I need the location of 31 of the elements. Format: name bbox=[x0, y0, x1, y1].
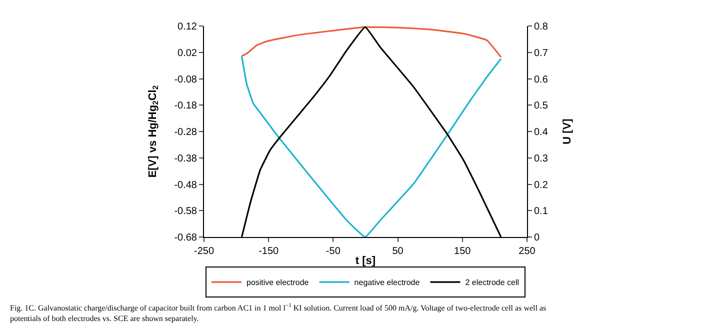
line-series bbox=[240, 26, 502, 58]
text: Fig. 1C. Galvanostatic charge/discharge of capacitor built from carbon AC1 in 1 mol l$^{−1}$ KI solution. Current load of 500 mA/g. Voltage of two-electrode cell as well as potentials of both electrodes vs. SCE are shown separately. bbox=[10, 303, 546, 323]
legend-label: negative electrode bbox=[354, 278, 420, 288]
legend-label: 2 electrode cell bbox=[465, 278, 520, 288]
x-tick-label: -150 bbox=[258, 246, 280, 257]
y2-axis-title: U [V] bbox=[562, 118, 574, 144]
x-axis-title: t [s] bbox=[355, 255, 376, 268]
y-tick-label: -0.18 bbox=[174, 100, 198, 112]
y2-tick-label: 0.4 bbox=[534, 127, 548, 138]
x-tick-label: 150 bbox=[454, 246, 472, 257]
y-tick-label: -0.58 bbox=[174, 206, 198, 218]
y2-tick-label: 0.5 bbox=[534, 100, 548, 112]
y-tick-label: -0.28 bbox=[174, 127, 198, 138]
y-tick-label: -0.48 bbox=[174, 180, 198, 191]
y-tick-label: 0.12 bbox=[178, 22, 198, 32]
x-tick-label: 50 bbox=[392, 246, 404, 257]
x-tick-label: 250 bbox=[518, 246, 536, 257]
y2-tick-label: 0.1 bbox=[534, 206, 548, 218]
y-tick-label: 0.02 bbox=[178, 48, 198, 59]
x-tick-label: -250 bbox=[194, 246, 214, 257]
y2-tick-label: 0.2 bbox=[534, 180, 548, 191]
y2-tick-label: 0.7 bbox=[534, 48, 548, 59]
y-tick-label: -0.68 bbox=[174, 232, 198, 244]
y2-tick-label: 0 bbox=[534, 232, 540, 244]
y2-tick-label: 0.3 bbox=[534, 153, 548, 164]
y2-tick-label: 0.6 bbox=[534, 74, 548, 86]
y2-tick-label: 0.8 bbox=[534, 22, 548, 32]
y-tick-label: -0.38 bbox=[174, 153, 198, 164]
x-tick-label: -50 bbox=[326, 246, 341, 257]
y-tick-label: -0.08 bbox=[174, 74, 198, 86]
legend-label: positive electrode bbox=[246, 278, 310, 288]
